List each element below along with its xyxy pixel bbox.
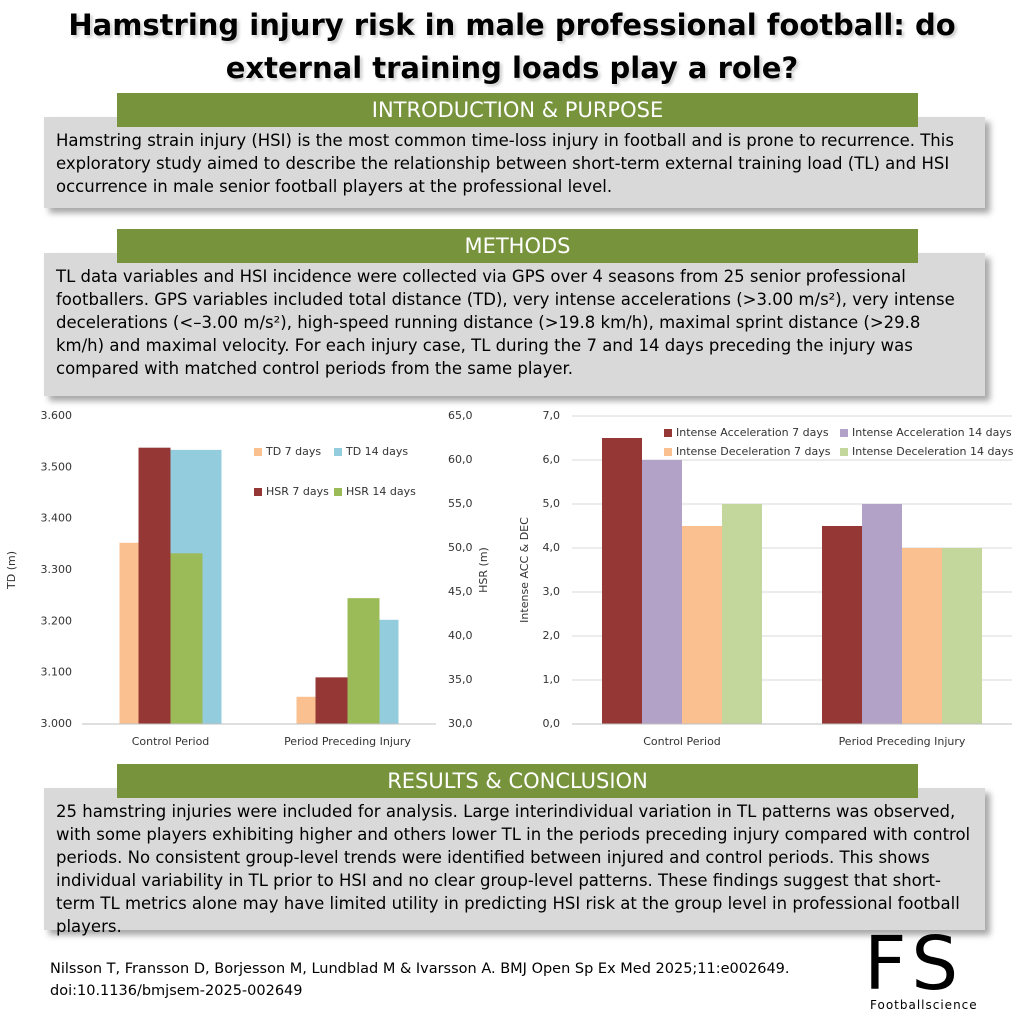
y2-axis-label: HSR (m)	[477, 547, 490, 593]
y-tick-label: 7,0	[543, 409, 561, 422]
bar	[602, 438, 642, 724]
y-tick-label: 3.400	[41, 512, 73, 525]
logo-text: Footballscience	[870, 998, 978, 1012]
y-tick-label: 6,0	[543, 453, 561, 466]
y-tick-label: 4,0	[543, 541, 561, 554]
intro-body: Hamstring strain injury (HSI) is the mos…	[44, 117, 985, 208]
y-tick-label: 3.200	[41, 614, 73, 627]
y-tick-label: 3.600	[41, 409, 73, 422]
legend-swatch	[664, 448, 672, 456]
legend-swatch	[664, 429, 672, 437]
y-axis-label: Intense ACC & DEC	[518, 517, 531, 623]
legend-label: TD 14 days	[345, 445, 408, 458]
y2-tick-label: 30,0	[448, 717, 473, 730]
bar	[902, 548, 942, 724]
bar	[315, 677, 348, 724]
legend-label: Intense Deceleration 7 days	[676, 445, 831, 458]
citation: Nilsson T, Fransson D, Borjesson M, Lund…	[50, 961, 790, 977]
chart-acc-dec: 0,0 1,0 2,0 3,0 4,0 5,0 6,0 7,0 Intense ACC & DE…	[518, 409, 1014, 748]
y-tick-label: 3.300	[41, 563, 73, 576]
legend-label: Intense Deceleration 14 days	[852, 445, 1014, 458]
y2-tick-label: 60,0	[448, 453, 473, 466]
chart-td-hsr: 3.000 3.100 3.200 3.300 3.400 3.500 3.600 30,0 3…	[5, 409, 490, 748]
x-tick-label: Period Preceding Injury	[839, 735, 966, 748]
legend-swatch	[840, 448, 848, 456]
methods-body: TL data variables and HSI incidence were…	[44, 253, 985, 396]
y2-tick-label: 35,0	[448, 673, 473, 686]
legend-label: TD 7 days	[265, 445, 321, 458]
citation: doi:10.1136/bmjsem-2025-002649	[50, 983, 303, 999]
section-heading: INTRODUCTION & PURPOSE	[117, 93, 918, 127]
y-tick-label: 2,0	[543, 629, 561, 642]
x-tick-label: Period Preceding Injury	[284, 735, 411, 748]
bar	[942, 548, 982, 724]
legend-label: Intense Acceleration 14 days	[852, 426, 1012, 439]
y-tick-label: 5,0	[543, 497, 561, 510]
y-axis-label: TD (m)	[5, 551, 18, 590]
bar	[347, 598, 380, 724]
legend-label: HSR 7 days	[266, 485, 329, 498]
bar	[822, 526, 862, 724]
y2-tick-label: 50,0	[448, 541, 473, 554]
x-tick-label: Control Period	[643, 735, 721, 748]
bar	[682, 526, 722, 724]
legend-swatch	[254, 448, 262, 456]
bar	[642, 460, 682, 724]
bar	[138, 447, 171, 724]
bar	[722, 504, 762, 724]
legend-label: HSR 14 days	[346, 485, 416, 498]
logo-mark: FS	[864, 921, 965, 1007]
x-tick-label: Control Period	[132, 735, 210, 748]
y2-tick-label: 45,0	[448, 585, 473, 598]
bar	[170, 553, 203, 724]
y2-tick-label: 65,0	[448, 409, 473, 422]
title: Hamstring injury risk in male profession…	[68, 8, 956, 85]
legend-swatch	[840, 429, 848, 437]
y-tick-label: 0,0	[543, 717, 561, 730]
y-tick-label: 3.000	[41, 717, 73, 730]
legend-swatch	[254, 488, 262, 496]
y-tick-label: 1,0	[543, 673, 561, 686]
y-tick-label: 3.100	[41, 666, 73, 679]
y-tick-label: 3.500	[41, 460, 73, 473]
y2-tick-label: 55,0	[448, 497, 473, 510]
legend-swatch	[334, 448, 342, 456]
y2-tick-label: 40,0	[448, 629, 473, 642]
legend-swatch	[334, 488, 342, 496]
legend-label: Intense Acceleration 7 days	[676, 426, 829, 439]
y-tick-label: 3,0	[543, 585, 561, 598]
section-heading: METHODS	[117, 229, 918, 263]
bar	[862, 504, 902, 724]
results-body: 25 hamstring injuries were included for …	[44, 788, 985, 936]
section-heading: RESULTS & CONCLUSION	[117, 764, 918, 798]
